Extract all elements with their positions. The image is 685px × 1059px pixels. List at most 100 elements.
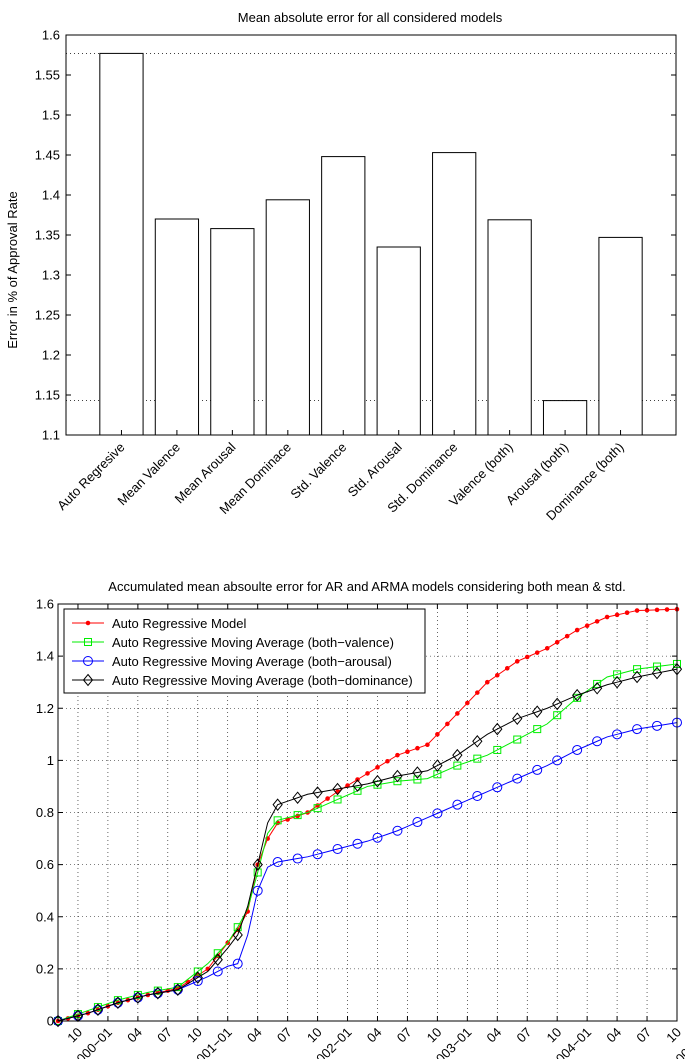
y-tick-label: 0.4 bbox=[36, 909, 54, 924]
data-point bbox=[252, 885, 263, 896]
data-point bbox=[332, 843, 343, 854]
data-point bbox=[353, 786, 362, 795]
data-point bbox=[653, 662, 662, 671]
legend-label: Auto Regressive Moving Average (both−val… bbox=[112, 635, 394, 650]
data-point bbox=[485, 679, 490, 685]
data-point bbox=[272, 857, 283, 868]
data-point bbox=[514, 659, 520, 664]
y-tick-label: 1.1 bbox=[42, 428, 60, 443]
y-tick-label: 1.6 bbox=[36, 597, 54, 612]
y-tick-label: 0 bbox=[47, 1014, 54, 1029]
line-legend: Auto Regressive Model Auto Regressive Mov… bbox=[63, 608, 426, 694]
data-point bbox=[624, 610, 630, 615]
y-tick-label: 0.6 bbox=[36, 857, 54, 872]
data-point bbox=[212, 953, 223, 967]
legend-label: Auto Regressive Model bbox=[112, 616, 247, 631]
line-chart: Accumulated mean absoulte error for AR a… bbox=[36, 579, 685, 1059]
x-tick-label: 04 bbox=[364, 1025, 385, 1046]
data-point bbox=[632, 724, 643, 735]
data-point bbox=[233, 923, 242, 932]
data-point bbox=[313, 804, 322, 813]
data-point bbox=[452, 748, 463, 762]
data-point bbox=[112, 996, 124, 1010]
y-tick-label: 1 bbox=[47, 753, 54, 768]
data-point bbox=[614, 612, 620, 618]
legend-box bbox=[63, 608, 426, 694]
y-tick-label: 1.5 bbox=[42, 108, 60, 123]
y-tick-label: 1.4 bbox=[36, 649, 54, 664]
series-line bbox=[57, 663, 678, 1022]
data-point bbox=[365, 771, 370, 776]
data-point bbox=[253, 868, 262, 877]
bar bbox=[432, 152, 477, 436]
data-point bbox=[533, 725, 542, 734]
data-point bbox=[152, 986, 163, 1000]
y-tick-label: 0.8 bbox=[36, 805, 54, 820]
y-tick-label: 1.2 bbox=[42, 348, 60, 363]
x-tick-label: 04 bbox=[484, 1025, 505, 1046]
data-point bbox=[472, 790, 483, 801]
data-point bbox=[312, 786, 323, 799]
data-point bbox=[493, 745, 502, 754]
x-tick-label: 04 bbox=[124, 1025, 145, 1046]
data-point bbox=[425, 742, 430, 748]
legend-label: Auto Regressive Moving Average (both−dom… bbox=[112, 673, 413, 688]
y-tick-label: 1.6 bbox=[42, 28, 60, 43]
data-point bbox=[292, 791, 303, 805]
data-point bbox=[472, 734, 483, 748]
data-point bbox=[651, 666, 663, 680]
line-y-axis: 0 0.2 0.4 0.6 0.8 1 1.2 1.4 1.6 bbox=[36, 597, 677, 1029]
bar bbox=[487, 219, 532, 436]
data-point bbox=[611, 675, 623, 689]
data-point bbox=[475, 690, 480, 695]
bar bbox=[154, 218, 200, 436]
x-tick-label: Std. Valence bbox=[287, 440, 349, 502]
data-point bbox=[232, 928, 243, 942]
x-tick-label: 07 bbox=[394, 1025, 415, 1046]
x-tick-label: Std. Arousal bbox=[345, 439, 405, 499]
data-point bbox=[492, 722, 503, 736]
data-point bbox=[332, 782, 343, 796]
y-tick-label: 1.4 bbox=[42, 188, 60, 203]
data-point bbox=[83, 656, 93, 666]
series-diamond bbox=[52, 662, 683, 1028]
bar bbox=[376, 246, 421, 436]
y-tick-label: 1.35 bbox=[35, 228, 60, 243]
data-point bbox=[292, 853, 303, 864]
x-tick-label: 04 bbox=[244, 1025, 265, 1046]
data-point bbox=[412, 766, 423, 779]
data-point bbox=[553, 711, 562, 720]
x-tick-label: 10 bbox=[64, 1025, 85, 1046]
bar bbox=[321, 156, 366, 436]
data-point bbox=[85, 620, 91, 626]
data-point bbox=[594, 619, 600, 624]
data-point bbox=[654, 607, 660, 613]
bar bbox=[210, 228, 255, 436]
data-point bbox=[613, 670, 622, 679]
data-point bbox=[572, 744, 583, 755]
data-point bbox=[465, 700, 470, 706]
data-point bbox=[92, 1003, 104, 1016]
data-point bbox=[455, 711, 460, 716]
data-point bbox=[312, 849, 323, 860]
data-point bbox=[473, 754, 482, 763]
data-point bbox=[634, 608, 640, 613]
series-line bbox=[57, 668, 678, 1022]
data-point bbox=[393, 777, 402, 786]
x-tick-label: 10 bbox=[424, 1025, 445, 1046]
x-tick-label: Auto Regresive bbox=[54, 440, 127, 513]
data-point bbox=[352, 779, 363, 792]
data-point bbox=[372, 832, 383, 843]
bar bbox=[542, 400, 588, 436]
data-point bbox=[212, 966, 223, 977]
x-tick-label: 07 bbox=[154, 1025, 175, 1046]
data-point bbox=[435, 732, 440, 737]
y-tick-label: 1.25 bbox=[35, 308, 60, 323]
data-point bbox=[512, 712, 523, 725]
data-point bbox=[532, 764, 543, 775]
data-point bbox=[392, 769, 403, 783]
data-point bbox=[513, 735, 522, 744]
bar-plot-frame bbox=[65, 34, 677, 436]
